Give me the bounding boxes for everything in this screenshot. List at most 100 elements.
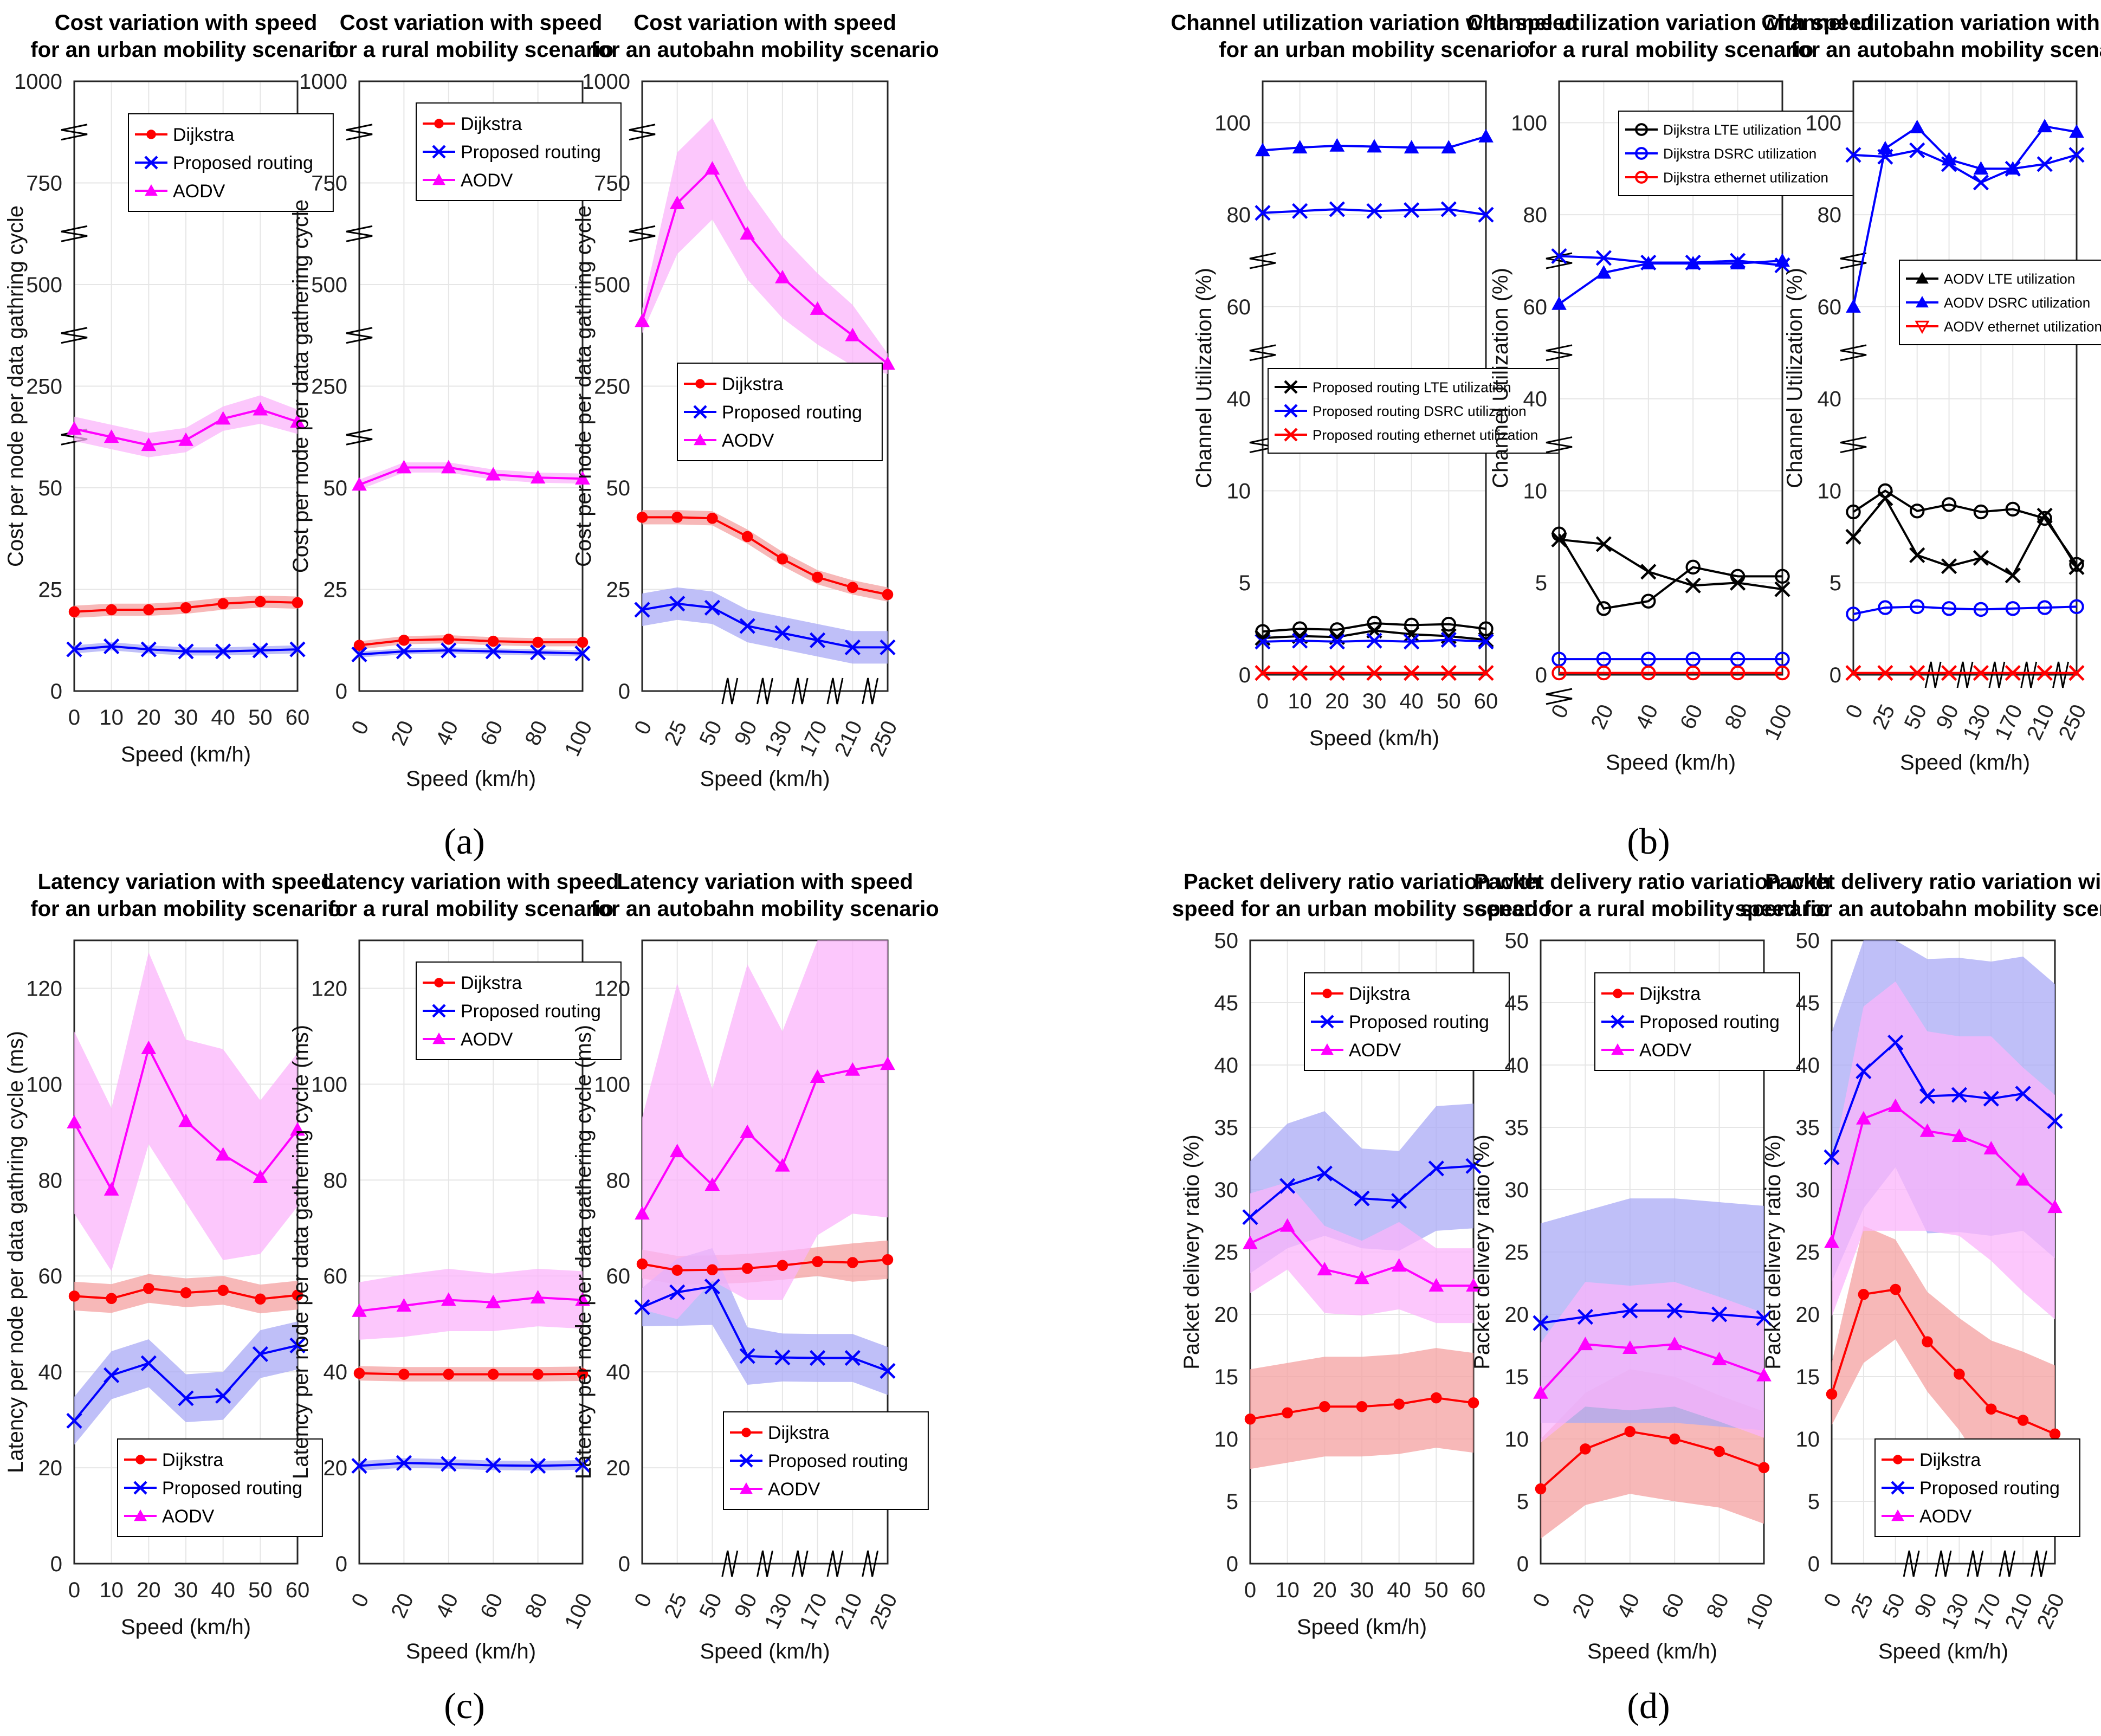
legend: Dijkstra Proposed routing AODV [128,113,334,212]
x-tick-label: 60 [286,706,310,730]
series-line [1262,622,1486,633]
y-tick-label: 1000 [14,70,62,94]
axis-break-y [629,225,656,242]
data-point [1279,1178,1296,1194]
y-tick-label: 20 [1214,1303,1239,1327]
data-point [1292,633,1308,649]
data-point [847,1257,858,1268]
legend-marker [695,379,705,389]
legend-label: AODV [722,430,774,451]
y-tick-label: 60 [606,1264,631,1288]
data-point [487,1369,499,1380]
y-axis-label: Latency per node per data gathering cycl… [289,1025,313,1479]
data-point [1775,665,1790,681]
y-tick-label: 100 [26,1073,62,1096]
data-point [396,643,412,660]
data-point [292,597,303,609]
y-axis-label: Packet delivery ratio (%) [1470,1134,1494,1369]
data-point [292,1289,303,1301]
data-point [396,460,412,474]
legend-label: Proposed routing [461,142,601,163]
chart-title: Latency variation with speed [38,870,334,894]
data-point [1404,617,1419,633]
legend: Dijkstra Proposed routing AODV [677,363,883,461]
y-tick-label: 45 [1796,991,1820,1015]
data-point [1711,1306,1728,1322]
data-point [1910,599,1925,615]
y-tick-label: 0 [50,1552,62,1576]
legend-label: AODV [461,170,513,191]
legend-marker [432,145,446,159]
series-line [1831,1105,2056,1243]
data-point [1622,1340,1638,1354]
legend-marker [1635,123,1648,136]
data-point [575,471,590,485]
data-point [574,646,591,662]
data-point [1986,1403,1997,1415]
y-tick-label: 250 [594,375,630,399]
y-tick-label: 20 [1796,1303,1820,1327]
x-tick-label: 40 [211,706,235,730]
data-point [487,635,499,647]
data-point [1255,205,1271,221]
y-tick-label: 60 [1523,295,1548,319]
y-tick-label: 30 [1505,1178,1529,1202]
y-tick-label: 35 [1505,1116,1529,1140]
x-axis-label: Speed (km/h) [700,1640,830,1663]
data-point [1878,140,1893,154]
y-tick-label: 20 [1505,1303,1529,1327]
axis-break-x [2020,661,2038,688]
y-tick-label: 50 [38,476,63,500]
data-point [353,1367,365,1379]
data-point [1685,559,1701,575]
data-point [882,1254,894,1266]
chart-title: for an urban mobility scenario [1219,38,1529,62]
data-point [844,639,861,655]
data-point [2037,511,2052,526]
legend: Dijkstra Proposed routing AODV [1594,972,1800,1071]
y-tick-label: 25 [606,578,631,602]
data-point [66,641,82,657]
data-point [1292,140,1308,154]
legend-label: AODV [461,1029,513,1050]
data-point [1478,665,1494,681]
data-point [1393,1398,1405,1410]
series-line [359,1462,583,1467]
chart-a1: 0 25 50 250 500 750 1000 0 10 20 30 40 50 60 Speed (km… [4,11,341,766]
data-point [1580,1443,1591,1455]
chart-title: Latency variation with speed [323,870,619,894]
data-point [1577,1309,1593,1325]
y-tick-label: 0 [618,1552,630,1576]
data-point [1641,665,1656,681]
legend-marker [1891,1509,1904,1521]
data-point [671,512,683,523]
axis-break-x [2052,661,2070,688]
legend-marker [432,1032,445,1044]
x-tick-label: 10 [1288,689,1312,713]
legend-label: Proposed routing [1919,1478,2060,1499]
y-tick-label: 0 [1808,1552,1820,1576]
y-axis-label: Cost per node per data gathring cycle [4,205,28,567]
x-tick-label: 40 [1399,689,1424,713]
data-point [1983,1090,1999,1107]
legend-label: AODV [162,1506,215,1527]
legend-label: Dijkstra DSRC utilization [1663,145,1816,162]
legend-label: Dijkstra [173,125,234,145]
data-point [2069,124,2084,138]
legend-label: Dijkstra [1349,984,1410,1004]
data-point [1404,202,1420,218]
data-point [575,1292,590,1306]
data-point [882,589,894,601]
data-point [577,636,589,648]
data-point [255,1293,266,1305]
data-point [1551,248,1567,264]
data-point [398,1369,410,1380]
legend-marker [740,1482,753,1494]
data-point [1242,1209,1258,1225]
y-tick-label: 1000 [299,70,347,94]
data-point [741,1262,753,1274]
axis-frame [73,939,299,1565]
legend-label: AODV [768,1479,820,1500]
y-tick-label: 500 [311,273,347,297]
data-point [1845,665,1861,681]
